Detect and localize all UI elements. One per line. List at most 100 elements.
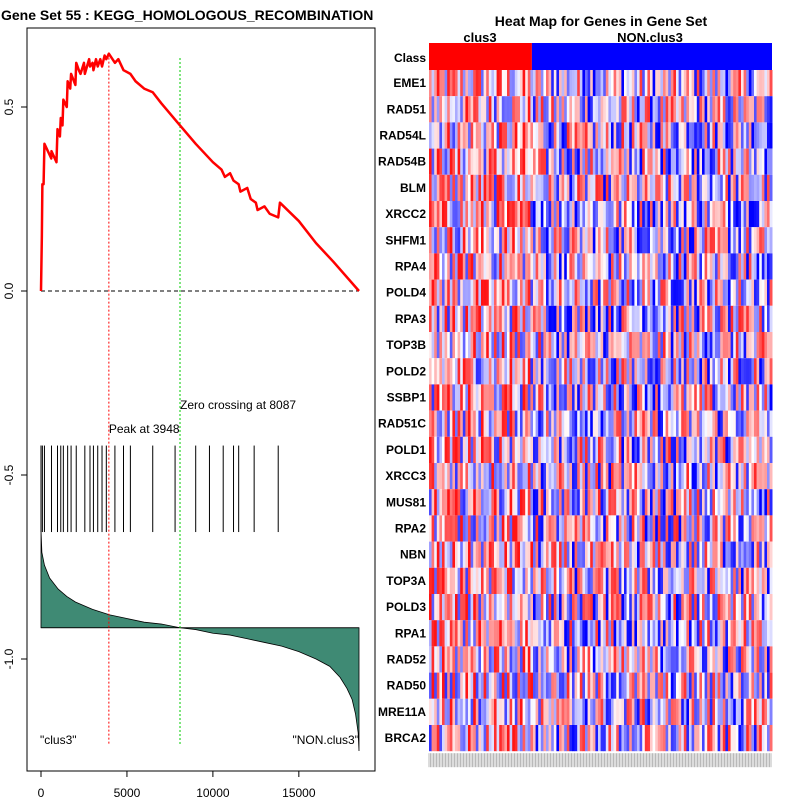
heatmap-cell bbox=[436, 201, 440, 228]
heatmap-cell bbox=[720, 567, 724, 594]
heatmap-cell bbox=[457, 698, 461, 725]
heatmap-cell bbox=[639, 620, 643, 647]
heatmap-cell bbox=[754, 70, 757, 97]
heatmap-cell bbox=[605, 541, 609, 568]
heatmap-cell bbox=[715, 279, 718, 306]
heatmap-cell bbox=[499, 305, 503, 332]
heatmap-cell bbox=[473, 174, 477, 201]
heatmap-cell bbox=[522, 672, 526, 699]
heatmap-cell bbox=[647, 515, 651, 542]
heatmap-cell bbox=[715, 646, 718, 673]
heatmap-cell bbox=[582, 70, 586, 97]
heatmap-cell bbox=[618, 332, 622, 359]
heatmap-cell bbox=[465, 515, 469, 542]
heatmap-cell bbox=[678, 148, 682, 175]
heatmap-cell bbox=[733, 70, 737, 97]
heatmap-cell bbox=[639, 148, 643, 175]
heatmap-cell bbox=[686, 305, 690, 332]
heatmap-cell bbox=[520, 620, 523, 647]
heatmap-cell bbox=[746, 122, 750, 149]
heatmap-cell bbox=[694, 646, 698, 673]
heatmap-cell bbox=[644, 384, 648, 411]
heatmap-cell bbox=[709, 436, 713, 463]
heatmap-cell bbox=[657, 698, 661, 725]
heatmap-cell bbox=[504, 201, 508, 228]
heatmap-cell bbox=[673, 436, 677, 463]
heatmap-cell bbox=[756, 567, 760, 594]
heatmap-cell bbox=[538, 279, 542, 306]
heatmap-cell bbox=[483, 463, 487, 490]
heatmap-cell bbox=[590, 594, 594, 621]
heatmap-cell bbox=[686, 646, 690, 673]
heatmap-cell bbox=[535, 201, 539, 228]
heatmap-cell bbox=[754, 463, 757, 490]
heatmap-cell bbox=[546, 698, 549, 725]
heatmap-cell bbox=[670, 463, 674, 490]
heatmap-cell bbox=[429, 358, 432, 385]
heatmap-cell bbox=[559, 567, 562, 594]
heatmap-cell bbox=[470, 253, 474, 280]
heatmap-cell bbox=[733, 567, 737, 594]
heatmap-cell bbox=[444, 567, 448, 594]
heatmap-cell bbox=[595, 122, 599, 149]
heatmap-cell bbox=[436, 384, 440, 411]
heatmap-cell bbox=[681, 305, 685, 332]
heatmap-cell bbox=[624, 384, 627, 411]
heatmap-cell bbox=[655, 96, 659, 123]
heatmap-cell bbox=[689, 70, 692, 97]
heatmap-cell bbox=[447, 305, 451, 332]
heatmap-cell bbox=[722, 279, 726, 306]
heatmap-cell bbox=[670, 148, 674, 175]
heatmap-cell bbox=[512, 410, 516, 437]
heatmap-cell bbox=[754, 122, 757, 149]
heatmap-cell bbox=[668, 567, 672, 594]
heatmap-cell bbox=[676, 305, 679, 332]
heatmap-cell bbox=[569, 489, 573, 516]
heatmap-cell bbox=[538, 148, 542, 175]
heatmap-cell bbox=[626, 541, 630, 568]
heatmap-cell bbox=[455, 253, 458, 280]
heatmap-cell bbox=[504, 567, 508, 594]
heatmap-cell bbox=[741, 253, 744, 280]
heatmap-cell bbox=[717, 463, 721, 490]
heatmap-cell bbox=[546, 332, 549, 359]
heatmap-cell bbox=[590, 725, 594, 752]
heatmap-cell bbox=[600, 332, 604, 359]
heatmap-cell bbox=[660, 148, 664, 175]
heatmap-cell bbox=[759, 594, 763, 621]
heatmap-cell bbox=[494, 620, 497, 647]
heatmap-cell bbox=[501, 672, 505, 699]
heatmap-cell bbox=[468, 384, 471, 411]
heatmap-cell bbox=[652, 148, 656, 175]
heatmap-cell bbox=[603, 305, 607, 332]
heatmap-cell bbox=[660, 201, 664, 228]
heatmap-cell bbox=[621, 725, 625, 752]
heatmap-cell bbox=[691, 253, 695, 280]
heatmap-cell bbox=[621, 463, 625, 490]
heatmap-cell bbox=[434, 410, 438, 437]
heatmap-cell bbox=[722, 567, 726, 594]
y-tick-label: -0.5 bbox=[2, 464, 16, 485]
heatmap-cell bbox=[569, 305, 573, 332]
heatmap-cell bbox=[564, 96, 568, 123]
heatmap-cell bbox=[494, 436, 497, 463]
heatmap-cell bbox=[533, 384, 536, 411]
heatmap-cell bbox=[481, 436, 484, 463]
heatmap-cell bbox=[564, 515, 568, 542]
heatmap-cell bbox=[681, 384, 685, 411]
heatmap-cell bbox=[694, 332, 698, 359]
heatmap-cell bbox=[683, 70, 687, 97]
heatmap-cell bbox=[652, 253, 656, 280]
heatmap-cell bbox=[431, 410, 435, 437]
heatmap-cell bbox=[618, 201, 622, 228]
heatmap-cell bbox=[694, 463, 698, 490]
heatmap-cell bbox=[670, 672, 674, 699]
heatmap-cell bbox=[660, 489, 664, 516]
heatmap-cell bbox=[564, 227, 568, 254]
heatmap-cell bbox=[590, 148, 594, 175]
heatmap-cell bbox=[548, 70, 552, 97]
heatmap-cell bbox=[429, 70, 432, 97]
heatmap-cell bbox=[730, 253, 734, 280]
heatmap-cell bbox=[764, 515, 768, 542]
heatmap-cell bbox=[678, 725, 682, 752]
